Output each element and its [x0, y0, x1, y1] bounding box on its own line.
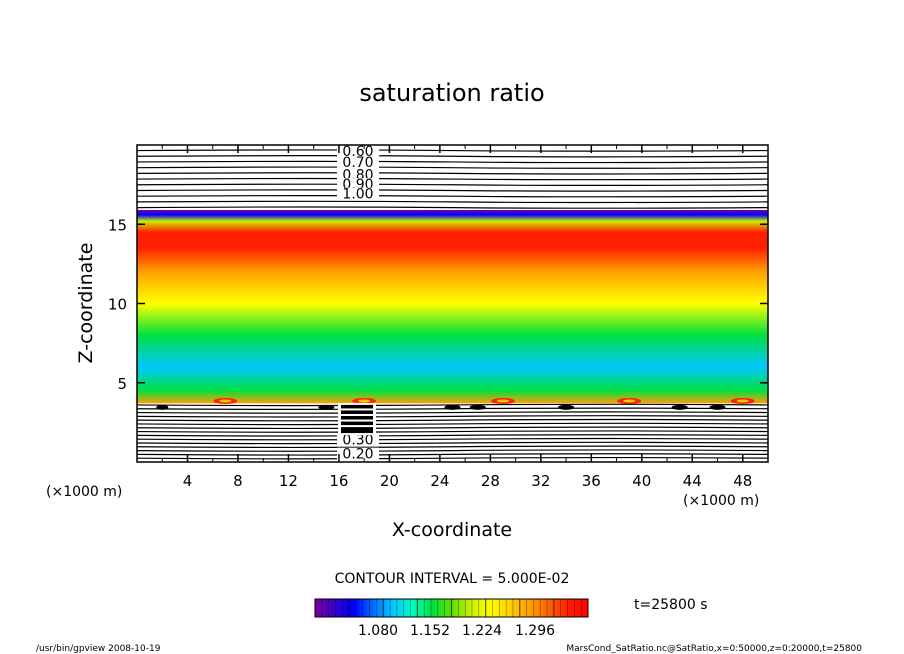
chart-title: saturation ratio: [359, 79, 544, 107]
contour-label-upper: 0.60: [342, 144, 373, 160]
contour-line: [137, 194, 768, 198]
x-tick-label: 20: [380, 472, 399, 490]
contour-line: [137, 172, 768, 175]
contour-label-lower: 0.30: [342, 432, 373, 448]
colorbar-ticks: [321, 599, 582, 617]
contour-blob: [558, 404, 575, 410]
colorbar: [314, 598, 589, 618]
contour-line: [137, 456, 768, 460]
contour-blob: [318, 404, 335, 410]
contour-label-crowded: [341, 415, 373, 422]
contour-line: [137, 177, 768, 181]
contour-line: [137, 441, 768, 445]
field-band: [137, 209, 768, 404]
contour-label-upper-bg: [337, 178, 379, 191]
x-unit-left: (×1000 m): [46, 484, 122, 500]
lower-contour-lines: [137, 403, 768, 460]
colorbar-label: 1.296: [515, 623, 555, 639]
contour-line: [137, 449, 768, 452]
contour-label-crowded: [341, 410, 373, 417]
colorbar-labels: 1.080 1.152 1.224 1.296: [358, 623, 555, 639]
contour-label-lower-bg: [337, 447, 379, 460]
contour-label-upper-bg: [337, 144, 379, 157]
contour-blob: [469, 404, 486, 410]
x-tick-label: 36: [582, 472, 601, 490]
x-tick-label: 40: [632, 472, 651, 490]
hotspot-core: [358, 399, 371, 403]
contour-line: [137, 183, 768, 186]
contour-blob: [671, 404, 688, 410]
contour-field: [137, 209, 768, 404]
contour-line: [137, 437, 768, 441]
contour-line: [137, 430, 768, 433]
contour-blob: [444, 404, 461, 410]
x-tick-label: 48: [733, 472, 752, 490]
contour-line: [137, 422, 768, 426]
contour-label-lower: 0.20: [342, 447, 373, 463]
contour-label-upper-bg: [337, 168, 379, 181]
contour-line: [137, 206, 768, 209]
contour-blob: [709, 404, 726, 410]
contour-line: [137, 445, 768, 449]
contour-label-lower-bg: [337, 433, 379, 446]
x-unit-right: (×1000 m): [683, 493, 759, 509]
colorbar-label: 1.224: [462, 623, 502, 639]
contour-label-upper: 1.00: [342, 187, 373, 203]
x-tick-label: 32: [531, 472, 550, 490]
x-tick-label: 12: [279, 472, 298, 490]
hotspot-core: [496, 399, 509, 403]
contour-line: [137, 160, 768, 164]
contour-label-upper: 0.70: [342, 155, 373, 171]
colorbar-label: 1.080: [358, 623, 398, 639]
time-label: t=25800 s: [634, 597, 708, 613]
contour-line: [137, 434, 768, 437]
contour-label-crowded: [341, 427, 373, 434]
contour-line: [137, 418, 768, 422]
x-tick-label: 4: [183, 472, 193, 490]
y-tick-label: 5: [117, 375, 127, 393]
contour-line: [137, 415, 768, 418]
contour-labels: 0.600.700.800.901.000.200.30: [337, 144, 379, 463]
contour-line: [137, 149, 768, 152]
x-tick-label: 8: [233, 472, 243, 490]
contour-label-upper-bg: [337, 156, 379, 169]
contour-label-upper-bg: [337, 187, 379, 200]
hotspot-core: [736, 399, 749, 403]
y-tick-label: 10: [108, 296, 127, 314]
contour-line: [137, 189, 768, 192]
upper-contour-lines: [137, 149, 768, 209]
contour-label-crowded: [341, 404, 373, 411]
contour-blob: [156, 404, 169, 410]
contour-line: [137, 453, 768, 456]
y-tick-label: 15: [108, 216, 127, 234]
footer-right: MarsCond_SatRatio.nc@SatRatio,x=0:50000,…: [566, 644, 862, 654]
y-axis-label: Z-coordinate: [75, 243, 97, 364]
contour-line: [137, 155, 768, 158]
footer-left: /usr/bin/gpview 2008-10-19: [36, 644, 161, 654]
x-tick-label: 24: [430, 472, 449, 490]
x-tick-label: 16: [329, 472, 348, 490]
contour-line: [137, 411, 768, 414]
hotspot-core: [219, 399, 232, 403]
hotspot-core: [623, 399, 636, 403]
contour-label-crowded: [341, 421, 373, 428]
x-tick-label: 28: [481, 472, 500, 490]
contour-line: [137, 426, 768, 430]
contour-line: [137, 200, 768, 204]
x-axis-label: X-coordinate: [392, 519, 512, 541]
x-tick-label: 44: [683, 472, 702, 490]
contour-line: [137, 166, 768, 169]
contour-interval: CONTOUR INTERVAL = 5.000E-02: [335, 571, 570, 587]
colorbar-label: 1.152: [410, 623, 450, 639]
